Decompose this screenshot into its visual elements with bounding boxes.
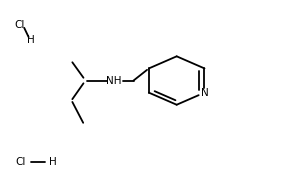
Text: H: H xyxy=(27,36,35,46)
Text: Cl: Cl xyxy=(14,20,25,30)
Text: Cl: Cl xyxy=(15,157,26,167)
Text: N: N xyxy=(201,88,209,98)
Text: H: H xyxy=(49,157,57,167)
Text: NH: NH xyxy=(106,76,122,86)
